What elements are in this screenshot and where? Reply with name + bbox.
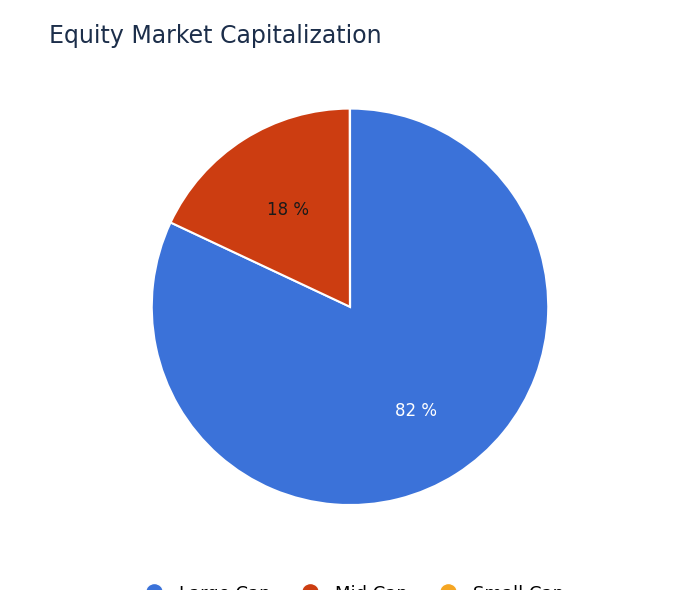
Text: 82 %: 82 % — [395, 402, 437, 419]
Wedge shape — [171, 109, 350, 307]
Wedge shape — [152, 109, 548, 505]
Legend: Large Cap, Mid Cap, Small Cap: Large Cap, Mid Cap, Small Cap — [128, 578, 572, 590]
Text: 18 %: 18 % — [267, 201, 309, 219]
Text: Equity Market Capitalization: Equity Market Capitalization — [49, 24, 382, 48]
